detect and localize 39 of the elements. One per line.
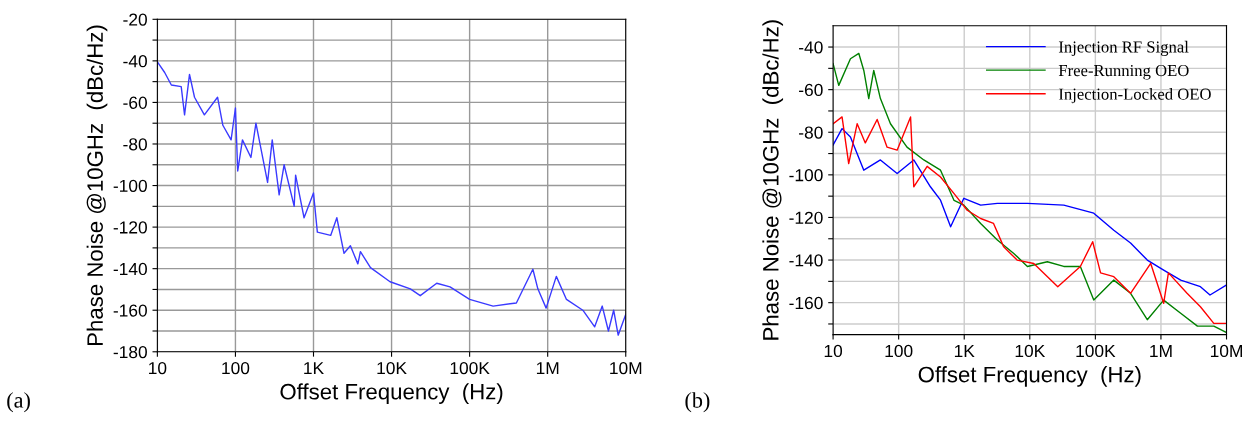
y-tick-label: -40 [123,55,147,68]
x-tick-label: 1K [954,344,975,357]
x-tick-label: 100 [885,344,913,358]
x-axis-title: Offset Frequency (Hz) [280,383,503,404]
x-axis-title: Offset Frequency (Hz) [918,366,1141,387]
y-tick-label: -120 [113,221,147,234]
x-tick-label: 1M [536,362,559,375]
x-tick-label: 10M [610,361,642,375]
legend-label: Free-Running OEO [1058,64,1189,80]
y-tick-label: -40 [799,41,823,54]
x-tick-label: 100 [222,361,250,375]
x-tick-label: 100K [1076,344,1116,358]
y-tick-label: -80 [799,126,823,139]
x-tick-label: 100K [450,361,490,375]
x-tick-label: 10 [149,361,167,375]
y-tick-label: -120 [789,211,823,224]
x-tick-label: 1K [304,362,324,375]
y-tick-label: -160 [789,296,823,310]
text: (b) [685,392,710,413]
y-tick-label: -80 [123,138,147,151]
y-axis-title: Phase Noise @10GHz (dBc/Hz) [86,25,108,346]
x-tick-label: 10K [377,361,407,375]
y-tick-label: -20 [123,13,147,26]
legend-label: Injection RF Signal [1058,40,1189,56]
y-axis-title: Phase Noise @10GHz (dBc/Hz) [762,20,784,340]
text: (a) [7,392,30,413]
x-tick-label: 1M [1150,344,1172,357]
y-tick-label: -160 [113,304,147,317]
y-tick-label: -100 [113,179,147,192]
y-tick-label: -140 [789,254,823,267]
y-tick-label: -180 [113,345,147,359]
y-tick-label: -100 [789,169,823,182]
y-tick-label: -60 [123,96,147,109]
x-tick-label: 10K [1015,344,1046,358]
legend-label: Injection-Locked OEO [1058,88,1211,104]
x-tick-label: 10 [824,344,843,358]
y-tick-label: -60 [799,83,823,97]
y-tick-label: -140 [113,262,147,276]
x-tick-label: 10M [1210,344,1242,358]
